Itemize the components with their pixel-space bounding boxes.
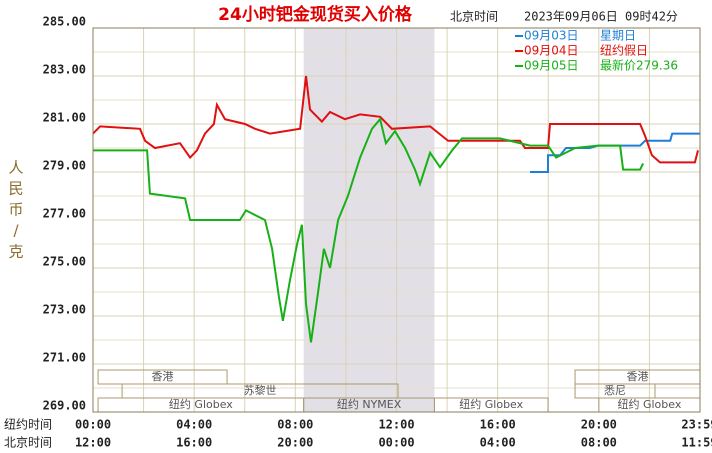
x-tick-label: 12:00 [378, 418, 414, 432]
x-row-name: 纽约时间 [4, 417, 52, 432]
y-tick-label: 271.00 [43, 351, 86, 365]
price-line [93, 117, 645, 343]
y-tick-label: 277.00 [43, 207, 86, 221]
y-axis-label-char: 克 [8, 243, 23, 261]
y-tick-label: 285.00 [43, 15, 86, 29]
x-tick-label: 08:00 [277, 418, 313, 432]
session-label: 纽约 NYMEX [337, 397, 402, 411]
legend-note: 星期日 [600, 29, 636, 43]
y-tick-label: 281.00 [43, 111, 86, 125]
x-row-name: 北京时间 [4, 436, 52, 450]
legend-note: 纽约假日 [600, 43, 648, 58]
y-axis-label-char: 人 [8, 159, 23, 177]
legend-name: 09月05日 [524, 59, 579, 73]
session-label: 纽约 Globex [617, 397, 681, 411]
x-tick-label: 00:00 [75, 418, 111, 432]
session-label: 纽约 Globex [459, 397, 523, 411]
session-label: 悉尼 [604, 384, 626, 397]
x-tick-label: 16:00 [480, 418, 516, 432]
session-label: 香港 [152, 370, 174, 383]
y-tick-label: 269.00 [43, 399, 86, 413]
y-axis-label-char: 民 [8, 180, 23, 198]
y-tick-label: 275.00 [43, 255, 86, 269]
x-tick-label: 23:59 [681, 418, 712, 432]
plot-frame [92, 27, 701, 413]
chart-title: 24小时钯金现货买入价格 [218, 4, 413, 25]
legend-name: 09月03日 [524, 29, 579, 43]
x-tick-label: 20:00 [277, 436, 313, 450]
y-axis-label-char: 币 [8, 201, 23, 219]
y-axis-label: 人民币/克 [0, 0, 4, 2]
x-tick-label: 12:00 [75, 436, 111, 450]
x-tick-label: 20:00 [581, 418, 617, 432]
session-label: 香港 [627, 370, 649, 383]
session-label: 苏黎世 [244, 383, 277, 397]
x-tick-label: 04:00 [176, 418, 212, 432]
price-line [92, 75, 699, 164]
timezone-label: 北京时间 [450, 10, 498, 24]
x-tick-label: 00:00 [378, 436, 414, 450]
x-tick-label: 11:59 [681, 436, 712, 450]
x-tick-label: 08:00 [581, 436, 617, 450]
timestamp: 2023年09月06日 09时42分 [524, 10, 678, 24]
y-tick-label: 279.00 [43, 159, 86, 173]
x-tick-label: 04:00 [480, 436, 516, 450]
x-tick-label: 16:00 [176, 436, 212, 450]
legend-name: 09月04日 [524, 44, 579, 58]
y-tick-label: 283.00 [43, 63, 86, 77]
session-label: 纽约 Globex [169, 397, 233, 411]
lines-layer [92, 75, 700, 343]
y-axis-label-char: / [13, 222, 19, 240]
legend-note: 最新价279.36 [600, 58, 678, 73]
y-tick-label: 273.00 [43, 303, 86, 317]
